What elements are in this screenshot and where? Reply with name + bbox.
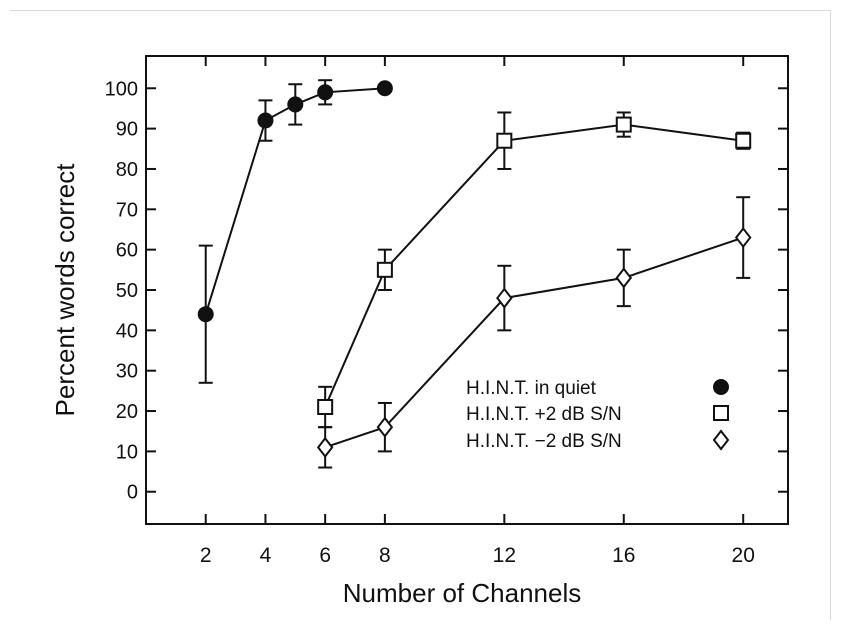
y-tick-label: 70 — [116, 199, 138, 221]
data-point — [615, 116, 632, 133]
legend-label: H.I.N.T. −2 dB S/N — [466, 431, 622, 452]
y-tick-label: 10 — [116, 441, 138, 463]
x-tick-label: 8 — [379, 544, 391, 567]
x-tick-label: 16 — [612, 544, 635, 567]
y-axis-label: Percent words correct — [50, 163, 80, 417]
y-tick-label: 80 — [116, 159, 138, 181]
data-point — [615, 267, 633, 289]
x-tick-label: 12 — [493, 544, 516, 567]
data-point — [316, 436, 334, 458]
x-tick-label: 6 — [319, 544, 331, 567]
data-point — [496, 287, 513, 309]
data-point — [197, 306, 214, 323]
legend-marker — [713, 405, 729, 421]
series-3 — [316, 196, 752, 469]
y-axis: 0 10 20 30 40 50 60 70 80 90 100 — [105, 78, 788, 504]
data-point — [376, 80, 393, 97]
y-tick-label: 100 — [105, 78, 138, 100]
frame-right-line — [830, 10, 831, 620]
data-point — [734, 226, 752, 249]
plot-area-border — [145, 55, 789, 525]
x-tick-label: 20 — [732, 544, 755, 567]
data-point — [735, 132, 752, 149]
series-2 — [317, 111, 752, 429]
y-tick-label: 40 — [116, 320, 138, 342]
x-axis: 2 4 6 8 12 16 20 — [200, 56, 755, 567]
x-axis-label: Number of Channels — [343, 578, 581, 608]
data-point — [317, 84, 334, 101]
frame-top-line — [10, 10, 831, 11]
legend-label: H.I.N.T. +2 dB S/N — [466, 404, 622, 425]
y-tick-label: 60 — [116, 240, 138, 262]
legend-marker — [712, 429, 730, 451]
y-tick-label: 0 — [127, 482, 138, 504]
legend: H.I.N.T. in quiet H.I.N.T. +2 dB S/N H.I.N… — [466, 378, 730, 452]
series-layer — [197, 79, 752, 469]
data-point — [257, 112, 274, 129]
data-point — [317, 399, 334, 415]
data-point — [496, 132, 513, 149]
legend-label: H.I.N.T. in quiet — [466, 378, 597, 399]
data-point — [287, 96, 304, 113]
y-tick-label: 90 — [116, 119, 138, 141]
y-tick-label: 30 — [116, 361, 138, 383]
y-tick-label: 20 — [116, 401, 138, 423]
y-tick-label: 50 — [116, 280, 138, 302]
data-point — [376, 416, 394, 438]
legend-marker — [713, 379, 729, 395]
x-tick-label: 2 — [200, 544, 212, 567]
series-1 — [197, 79, 393, 384]
x-tick-label: 4 — [260, 544, 272, 567]
data-point — [376, 261, 393, 278]
